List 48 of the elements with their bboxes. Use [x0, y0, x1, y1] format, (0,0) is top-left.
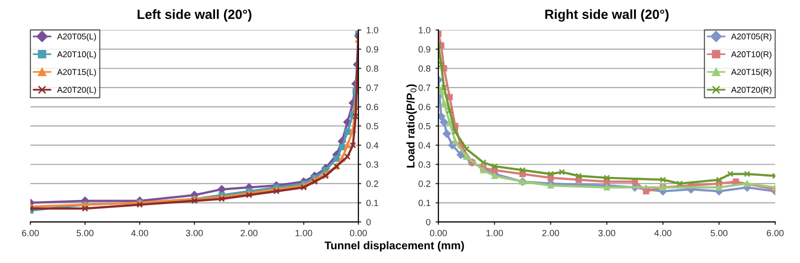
legend-label: A20T10(R)	[731, 51, 772, 59]
y-tick-label: 0.1	[366, 200, 378, 206]
legend-label: A20T05(L)	[57, 33, 96, 42]
x-tick-label: 0.00	[430, 230, 447, 236]
x-tick-label: 4.00	[131, 230, 148, 236]
y-tick-label: 0.7	[418, 84, 430, 91]
legend-label: A20T05(R)	[731, 33, 772, 42]
y-tick-label: 0.7	[366, 84, 378, 91]
y-tick-label: 0.8	[418, 65, 430, 72]
x-tick-label: 2.00	[542, 230, 560, 236]
legend-label: A20T15(L)	[57, 68, 96, 77]
x-tick-label: 6.00	[766, 230, 784, 236]
x-tick-label: 3.00	[598, 230, 616, 236]
y-tick-label: 0.1	[418, 200, 430, 206]
y-tick-label: 0	[366, 218, 371, 226]
x-tick-label: 2.00	[240, 230, 258, 236]
y-tick-label: 0.9	[366, 46, 378, 53]
y-tick-label: 0.6	[418, 104, 430, 110]
legend-label: A20T10(L)	[57, 51, 96, 59]
y-tick-label: 0.3	[366, 161, 378, 168]
y-tick-label: 0.8	[366, 65, 378, 72]
chart-title: Right side wall (20°)	[545, 9, 669, 22]
x-tick-label: 5.00	[76, 230, 94, 236]
x-tick-label: 0.00	[350, 230, 367, 236]
y-tick-label: 1.0	[418, 26, 430, 34]
x-tick-label: 5.00	[710, 230, 728, 236]
x-tick-label: 1.00	[486, 230, 503, 236]
y-tick-label: 0.5	[366, 122, 378, 130]
x-axis-title: Tunnel displacement (mm)	[324, 241, 464, 252]
y-tick-label: 1.0	[366, 26, 378, 34]
legend-label: A20T15(R)	[731, 68, 772, 77]
y-tick-label: 0.2	[418, 180, 430, 187]
y-tick-label: 0.6	[366, 104, 378, 110]
x-tick-label: 4.00	[654, 230, 672, 236]
x-tick-label: 6.00	[22, 230, 39, 236]
y-tick-label: 0.9	[418, 46, 430, 53]
y-tick-label: 0.5	[418, 122, 430, 130]
y-tick-label: 0	[426, 218, 430, 226]
y-tick-label: 0.4	[418, 142, 430, 149]
y-tick-label: 0.4	[366, 142, 378, 149]
legend-label: A20T20(R)	[731, 86, 772, 94]
y-axis-title: Load ratio(P/P$_{0}$)	[406, 84, 417, 168]
y-tick-label: 0.2	[366, 180, 378, 187]
legend-label: A20T20(L)	[57, 86, 96, 94]
x-tick-label: 1.00	[296, 230, 312, 236]
y-tick-label: 0.3	[418, 161, 430, 168]
chart-title: Left side wall (20°)	[138, 9, 252, 22]
x-tick-label: 3.00	[186, 230, 203, 236]
